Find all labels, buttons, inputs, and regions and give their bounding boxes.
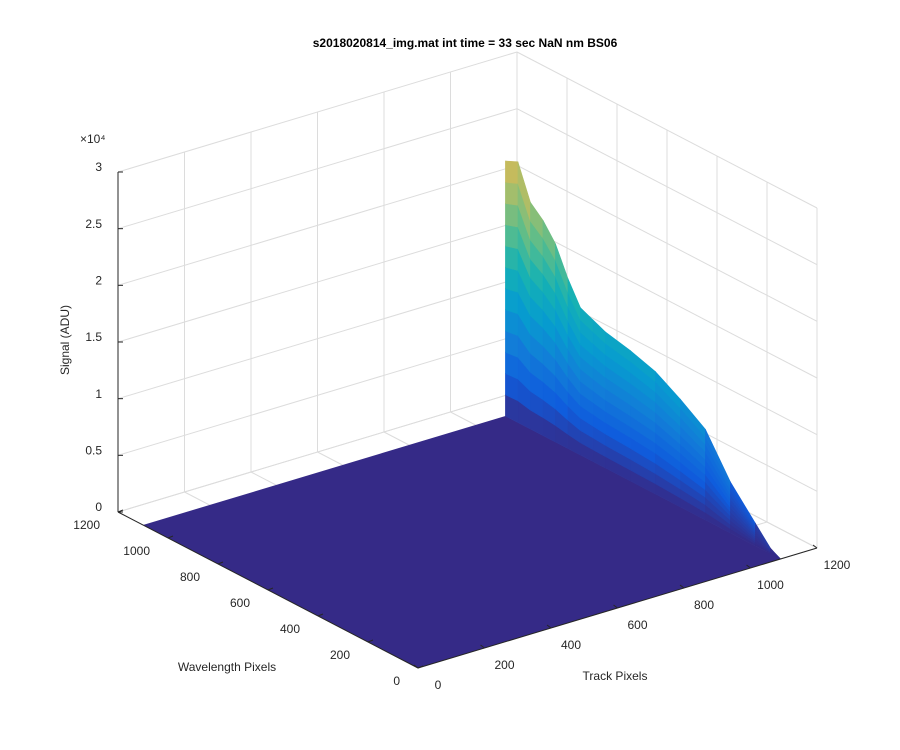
grid-line [516,51,818,209]
x-tick-label: 0 [435,678,442,692]
grid-line [516,164,818,322]
x-axis-label: Track Pixels [583,669,648,683]
grid-line [516,221,818,379]
y-tick-label: 1000 [123,544,150,558]
x-tick-label: 400 [561,638,581,652]
z-tick-label: 2 [95,274,102,288]
surface-patch [505,224,519,250]
y-tick [217,561,224,565]
x-tick [480,644,485,649]
y-tick-label: 600 [230,596,250,610]
z-axis-multiplier: ×10⁴ [80,132,106,146]
surface-patch [505,309,519,337]
x-tick-label: 1200 [824,558,851,572]
y-tick-label: 0 [393,674,400,688]
surface-patch [505,266,519,293]
grid-line [117,108,518,230]
y-tick-label: 800 [180,570,200,584]
y-tick-label: 1200 [73,518,100,532]
x-tick [812,544,818,549]
x-tick [746,564,751,569]
grid-line [117,391,518,513]
y-tick [417,665,424,669]
grid-line [117,334,518,456]
z-tick-label: 2.5 [85,217,102,231]
y-tick [317,613,324,617]
z-tick-label: 3 [95,160,102,174]
y-tick [167,535,174,539]
grid-line [117,221,518,343]
z-axis-label: Signal (ADU) [58,305,72,375]
surface-patch [505,203,519,228]
y-tick-label: 400 [280,622,300,636]
axes: 0200400600800100012000200400600800100012… [73,160,850,692]
x-tick-label: 600 [627,618,647,632]
z-tick-label: 1 [95,387,102,401]
x-tick-label: 800 [694,598,714,612]
z-tick-label: 1.5 [85,330,102,344]
surface-patch [770,547,781,560]
x-tick [546,624,552,629]
surface [143,160,781,668]
y-tick-label: 200 [330,648,350,662]
grid-line [516,108,818,266]
y-axis-label: Wavelength Pixels [178,660,276,674]
z-tick-label: 0.5 [85,444,102,458]
surface-patch [505,288,519,315]
surface-floor [143,416,781,668]
x-tick-label: 200 [494,658,514,672]
grid-line [117,278,518,400]
y-tick [367,639,374,643]
surface-patch [505,245,519,271]
surface-patch [505,160,519,184]
x-tick [679,584,685,589]
grid-line [117,51,518,173]
x-tick-label: 1000 [757,578,784,592]
chart-title: s2018020814_img.mat int time = 33 sec Na… [313,36,618,50]
z-tick-label: 0 [95,500,102,514]
x-tick [613,604,618,609]
surface-patch [505,181,519,206]
grid-line [117,164,518,286]
x-tick [413,664,419,669]
y-tick [267,587,274,591]
